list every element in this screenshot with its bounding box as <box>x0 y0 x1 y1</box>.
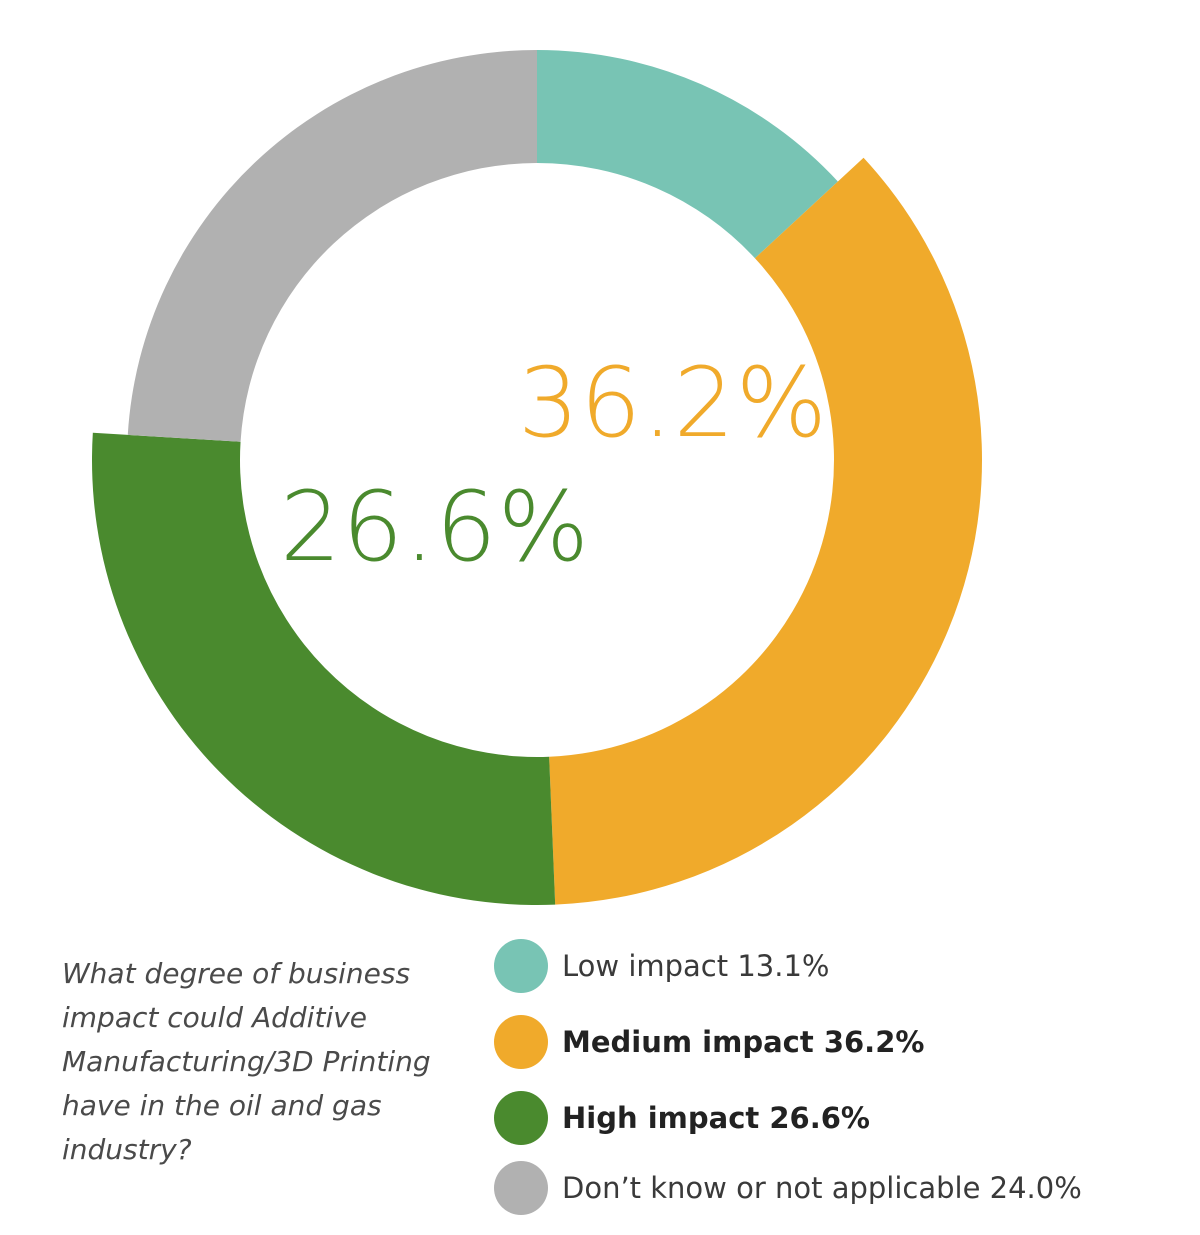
high-impact-value-label: 26.6% <box>280 471 590 583</box>
dont-know-slice <box>127 50 538 442</box>
medium-impact-slice <box>549 157 983 905</box>
legend-label-dont-know: Don’t know or not applicable 24.0% <box>562 1171 1082 1205</box>
legend-label-high-impact: High impact 26.6% <box>562 1101 870 1135</box>
legend-item-dont-know: Don’t know or not applicable 24.0% <box>494 1160 1082 1216</box>
donut-chart: 36.2% 26.6% <box>92 50 983 905</box>
low-impact-swatch <box>494 939 548 993</box>
legend-item-medium-impact: Medium impact 36.2% <box>494 1014 924 1070</box>
legend-label-medium-impact: Medium impact 36.2% <box>562 1025 925 1059</box>
medium-impact-value-label: 36.2% <box>518 347 828 459</box>
low-impact-slice <box>537 50 838 259</box>
legend-item-high-impact: High impact 26.6% <box>494 1090 870 1146</box>
medium-impact-swatch <box>494 1015 548 1069</box>
donut-slices <box>92 50 983 905</box>
legend-label-low-impact: Low impact 13.1% <box>562 949 830 983</box>
legend-item-low-impact: Low impact 13.1% <box>494 938 829 994</box>
dont-know-swatch <box>494 1161 548 1215</box>
high-impact-swatch <box>494 1091 548 1145</box>
high-impact-slice <box>92 432 556 905</box>
survey-question: What degree of business impact could Add… <box>62 957 431 1166</box>
